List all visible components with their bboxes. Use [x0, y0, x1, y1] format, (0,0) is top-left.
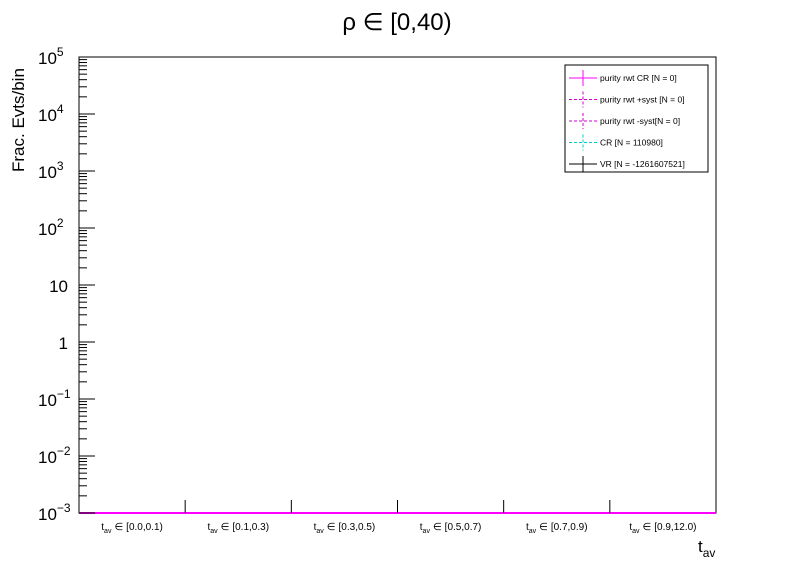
y-tick-base: 10	[38, 391, 57, 410]
x-tick-subscript: av	[316, 528, 324, 535]
x-axis-label: tav	[698, 537, 715, 560]
x-tick-symbol: t	[629, 522, 632, 533]
legend-label: CR [N = 110980]	[600, 138, 663, 148]
y-tick-label: 104	[38, 102, 64, 125]
x-axis-subscript: av	[703, 546, 716, 560]
y-tick-label: 103	[38, 159, 64, 182]
x-tick-symbol: t	[526, 522, 529, 533]
legend-label: VR [N = -1261607521]	[600, 159, 685, 169]
x-tick-label: tav ∈ [0.5,0.7)	[420, 522, 482, 535]
x-tick-subscript: av	[632, 528, 640, 535]
y-tick-base: 10	[38, 220, 57, 239]
y-tick-base: 10	[38, 505, 57, 524]
x-axis-symbol: t	[698, 537, 703, 556]
y-tick-exponent: −3	[57, 501, 71, 515]
y-tick-label: 10−2	[38, 444, 71, 467]
x-tick-range: [0.3,0.5)	[339, 522, 376, 533]
x-tick-symbol: t	[207, 522, 210, 533]
x-tick-operator: ∈	[539, 522, 548, 533]
y-tick-label: 105	[38, 45, 64, 68]
y-tick-base: 10	[38, 163, 57, 182]
y-tick-exponent: 2	[57, 216, 64, 230]
legend-label: purity rwt CR [N = 0]	[600, 73, 677, 83]
x-tick-subscript: av	[423, 528, 431, 535]
x-tick-label: tav ∈ [0.0,0.1)	[101, 522, 163, 535]
y-tick-label: 102	[38, 216, 64, 239]
y-axis-label: Frac. Evts/bin	[9, 68, 28, 172]
x-tick-subscript: av	[210, 528, 218, 535]
x-tick-label: tav ∈ [0.9,12.0)	[629, 522, 696, 535]
legend-label: purity rwt +syst [N = 0]	[600, 95, 685, 105]
legend-box	[564, 64, 709, 173]
x-tick-range: [0.0,0.1)	[126, 522, 163, 533]
x-tick-range: [0.9,12.0)	[654, 522, 696, 533]
y-tick-label: 10−3	[38, 501, 71, 524]
x-tick-label: tav ∈ [0.1,0.3)	[207, 522, 269, 535]
x-tick-range: [0.7,0.9)	[551, 522, 588, 533]
y-tick-label: 10−1	[38, 387, 71, 410]
x-tick-range: [0.1,0.3)	[232, 522, 269, 533]
y-tick-exponent: 5	[57, 45, 64, 59]
y-tick-base: 10	[38, 49, 57, 68]
x-tick-label: tav ∈ [0.7,0.9)	[526, 522, 588, 535]
x-tick-operator: ∈	[327, 522, 336, 533]
x-tick-operator: ∈	[221, 522, 230, 533]
y-tick-exponent: −1	[57, 387, 71, 401]
y-tick-label: 10	[49, 277, 68, 296]
y-tick-base: 10	[38, 448, 57, 467]
x-tick-range: [0.5,0.7)	[445, 522, 482, 533]
y-tick-exponent: −2	[57, 444, 71, 458]
y-tick-label: 1	[59, 334, 68, 353]
x-tick-symbol: t	[101, 522, 104, 533]
x-tick-subscript: av	[104, 528, 112, 535]
x-tick-operator: ∈	[114, 522, 123, 533]
y-tick-exponent: 3	[57, 159, 64, 173]
x-tick-operator: ∈	[433, 522, 442, 533]
x-tick-symbol: t	[420, 522, 423, 533]
y-tick-base: 10	[38, 106, 57, 125]
x-tick-symbol: t	[314, 522, 317, 533]
chart-title: ρ ∈ [0,40)	[342, 9, 451, 36]
x-tick-operator: ∈	[643, 522, 652, 533]
y-tick-exponent: 4	[57, 102, 64, 116]
x-tick-label: tav ∈ [0.3,0.5)	[314, 522, 376, 535]
x-tick-subscript: av	[529, 528, 537, 535]
legend-label: purity rwt -syst[N = 0]	[600, 116, 680, 126]
